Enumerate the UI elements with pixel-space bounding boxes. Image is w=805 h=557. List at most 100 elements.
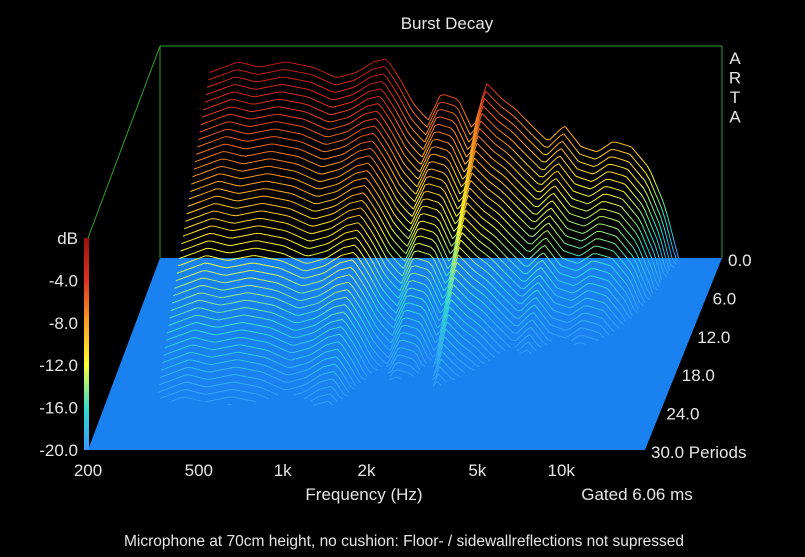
decay-slice-segment <box>493 98 498 104</box>
decay-slice-segment <box>597 323 602 327</box>
decay-slice-segment <box>551 317 556 320</box>
decay-slice-segment <box>342 138 348 141</box>
decay-slice-segment <box>592 171 597 175</box>
decay-slice-segment <box>516 171 522 177</box>
decay-slice-segment <box>436 235 442 245</box>
decay-slice-segment <box>338 75 343 78</box>
decay-slice-segment <box>242 198 247 201</box>
decay-slice-segment <box>350 113 355 117</box>
decay-slice-segment <box>337 254 342 259</box>
decay-slice-segment <box>275 282 280 285</box>
decay-slice-segment <box>614 243 620 249</box>
decay-slice-segment <box>331 378 337 384</box>
decay-slice-segment <box>397 161 403 170</box>
decay-slice-segment <box>347 216 352 219</box>
decay-slice-segment <box>637 247 643 257</box>
decay-slice-segment <box>529 254 534 260</box>
decay-slice-segment <box>604 303 610 309</box>
decay-slice-segment <box>416 355 422 364</box>
decay-slice-segment <box>380 349 386 355</box>
decay-slice-segment <box>343 88 348 91</box>
decay-slice-segment <box>635 151 640 157</box>
decay-slice-segment <box>674 242 679 259</box>
decay-slice-segment <box>435 366 440 378</box>
decay-slice-segment <box>565 282 570 285</box>
decay-slice-segment <box>220 258 225 261</box>
decay-slice-segment <box>336 375 342 382</box>
decay-slice-segment <box>440 213 446 223</box>
decay-slice-segment <box>283 333 288 336</box>
decay-slice-segment <box>406 364 412 367</box>
decay-slice-segment <box>297 102 302 104</box>
decay-slice-segment <box>595 307 600 310</box>
decay-slice-segment <box>282 237 288 240</box>
decay-slice-segment <box>185 331 190 334</box>
decay-slice-segment <box>353 306 359 313</box>
decay-slice-segment <box>381 107 387 114</box>
decay-slice-segment <box>470 157 475 170</box>
decay-slice-segment <box>636 286 642 296</box>
decay-slice-segment <box>352 208 357 211</box>
decay-slice-segment <box>261 173 266 176</box>
decay-slice-segment <box>268 203 273 206</box>
decay-slice-segment <box>295 86 300 89</box>
decay-slice-segment <box>576 308 581 312</box>
decay-slice-segment <box>529 291 534 297</box>
decay-slice-segment <box>303 64 308 67</box>
decay-slice-segment <box>235 265 240 267</box>
decay-slice-segment <box>495 350 501 355</box>
decay-slice-segment <box>188 308 194 312</box>
decay-slice-segment <box>362 192 368 198</box>
decay-slice-segment <box>326 192 331 195</box>
decay-slice-segment <box>349 357 355 365</box>
decay-slice-segment <box>487 188 492 193</box>
decay-slice-segment <box>481 139 487 145</box>
decay-slice-segment <box>436 185 441 188</box>
decay-slice-segment <box>297 171 303 175</box>
decay-slice-segment <box>603 310 608 316</box>
decay-slice-segment <box>461 190 466 205</box>
decay-slice-segment <box>352 78 357 82</box>
decay-slice-segment <box>197 145 202 148</box>
decay-slice-segment <box>277 370 282 374</box>
decay-slice-segment <box>586 336 591 339</box>
decay-slice-segment <box>203 292 208 295</box>
decay-slice-segment <box>549 154 554 159</box>
decay-slice-segment <box>298 268 303 271</box>
decay-slice-segment <box>375 144 381 151</box>
decay-slice-segment <box>463 110 468 120</box>
decay-slice-segment <box>164 345 169 349</box>
decay-slice-segment <box>634 269 639 279</box>
decay-slice-segment <box>474 236 480 242</box>
decay-slice-segment <box>333 148 339 151</box>
decay-slice-segment <box>592 149 597 153</box>
decay-slice-segment <box>291 162 296 165</box>
decay-slice-segment <box>284 153 289 156</box>
decay-slice-segment <box>608 256 613 260</box>
decay-slice-segment <box>440 244 446 254</box>
decay-slice-segment <box>276 151 281 154</box>
decay-slice-segment <box>522 291 528 297</box>
decay-slice-segment <box>488 256 494 261</box>
decay-slice-segment <box>475 255 481 259</box>
decay-slice-segment <box>329 82 334 85</box>
decay-slice-segment <box>210 294 215 297</box>
decay-slice-segment <box>389 297 394 303</box>
decay-slice-segment <box>465 288 471 294</box>
decay-slice-segment <box>468 137 474 143</box>
decay-slice-segment <box>301 390 306 394</box>
decay-slice-segment <box>412 156 418 162</box>
decay-slice-segment <box>301 299 306 301</box>
decay-slice-segment <box>185 261 190 264</box>
decay-slice-segment <box>316 230 321 233</box>
decay-slice-segment <box>454 162 460 172</box>
decay-slice-segment <box>439 171 444 174</box>
decay-slice-segment <box>424 236 429 239</box>
decay-slice-segment <box>587 305 593 308</box>
decay-slice-segment <box>444 191 450 201</box>
decay-slice-segment <box>435 193 440 196</box>
decay-slice-segment <box>361 86 367 90</box>
decay-slice-segment <box>545 158 550 163</box>
decay-slice-segment <box>333 257 338 261</box>
decay-slice-segment <box>554 212 560 219</box>
